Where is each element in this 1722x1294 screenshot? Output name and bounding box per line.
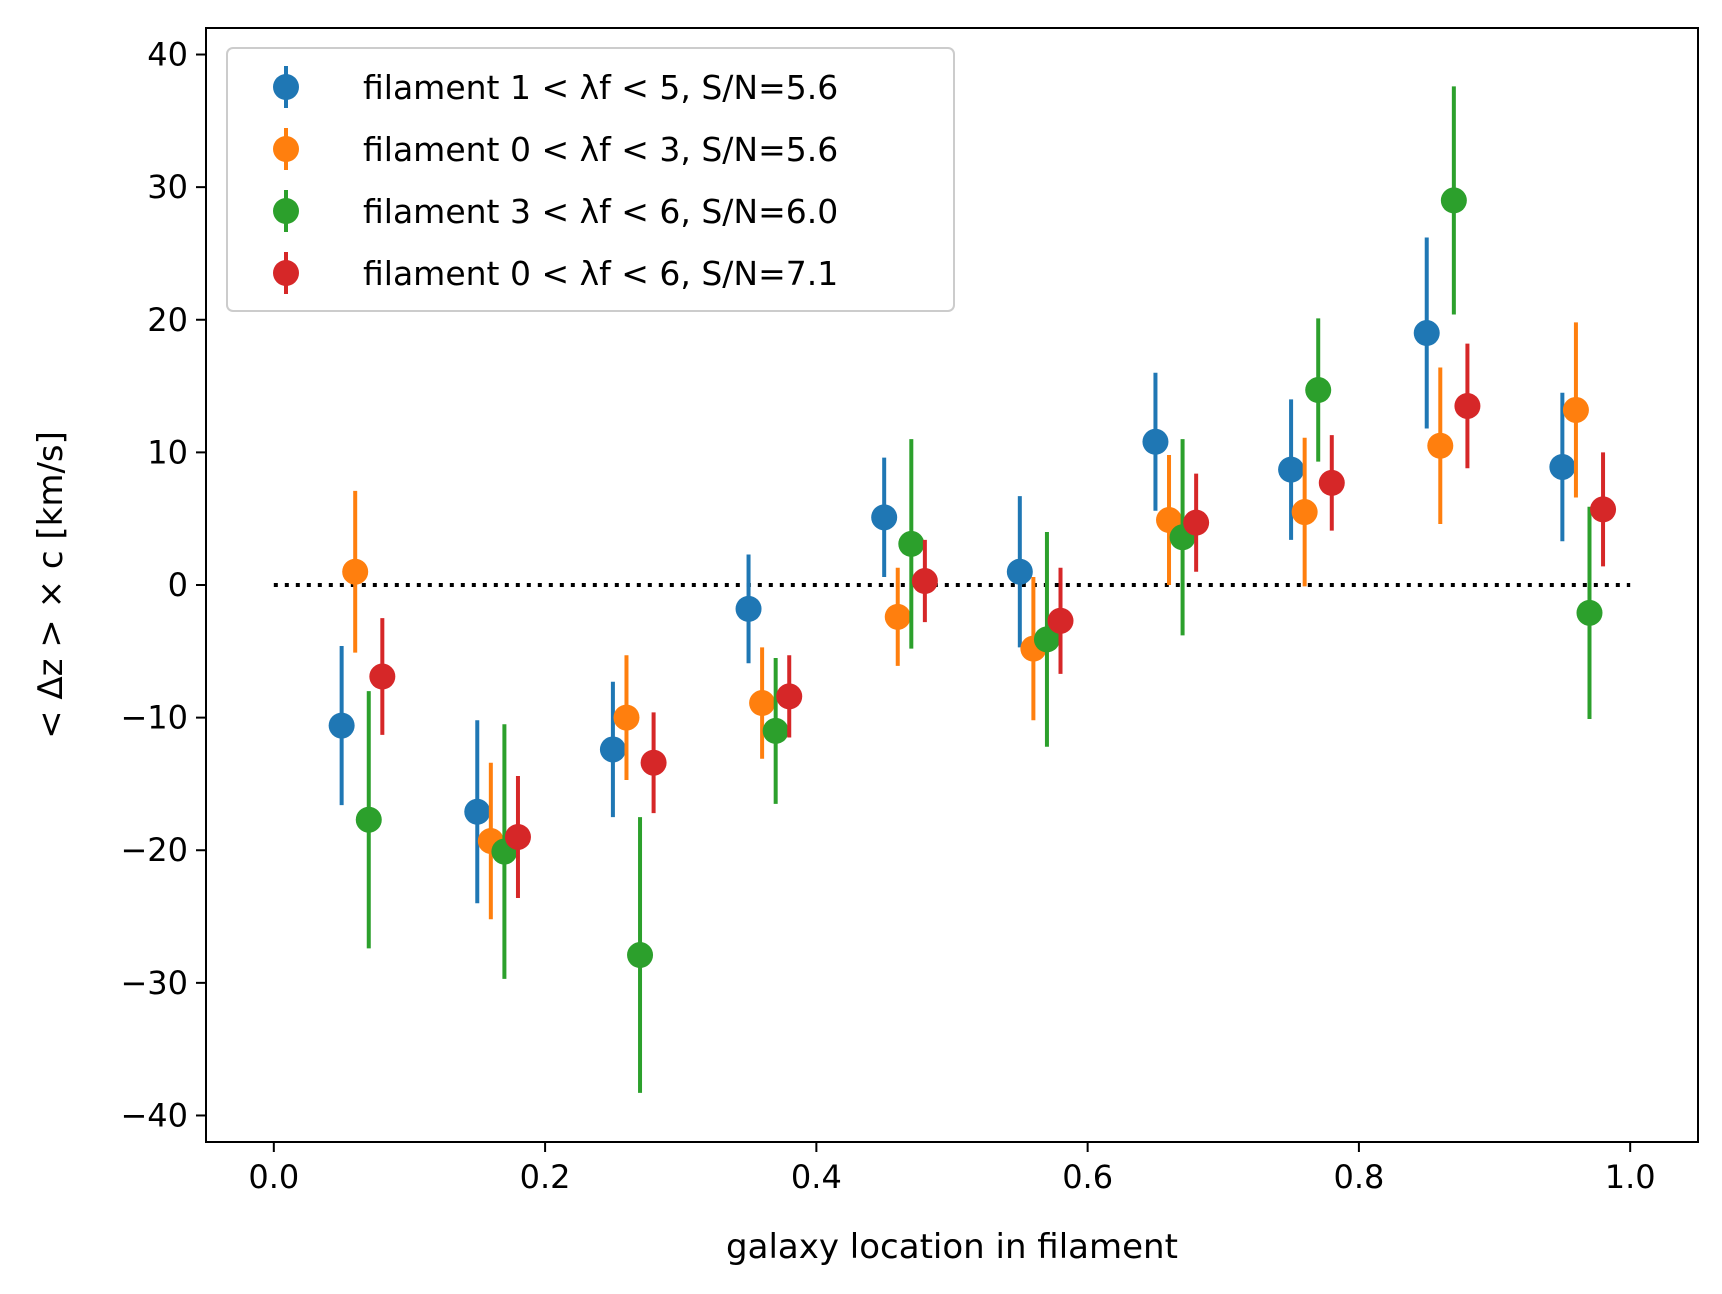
data-point — [735, 595, 762, 622]
y-tick-label: −40 — [120, 1096, 188, 1134]
data-point — [640, 749, 667, 776]
x-tick-label: 0.2 — [520, 1158, 571, 1196]
series-1 — [328, 237, 1576, 904]
x-tick-label: 0.6 — [1062, 1158, 1113, 1196]
y-tick-label: 40 — [147, 36, 188, 74]
data-point — [1576, 599, 1603, 626]
data-point — [328, 712, 355, 739]
data-point — [627, 942, 654, 969]
series-3 — [355, 86, 1603, 1093]
data-point — [1006, 558, 1033, 585]
y-tick-label: 20 — [147, 301, 188, 339]
legend-items: filament 1 < λf < 5, S/N=5.6 filament 0 <… — [273, 66, 838, 294]
data-point — [1562, 396, 1589, 423]
x-tick-label: 0.4 — [791, 1158, 842, 1196]
data-point — [776, 683, 803, 710]
legend-frame — [226, 47, 955, 312]
legend-label: filament 1 < λf < 5, S/N=5.6 — [363, 68, 838, 107]
data-point — [1440, 187, 1467, 214]
legend-label: filament 3 < λf < 6, S/N=6.0 — [363, 192, 838, 231]
data-point — [898, 530, 925, 557]
legend-marker — [273, 198, 299, 224]
data-layer — [328, 86, 1617, 1093]
data-point — [342, 558, 369, 585]
y-tick-label: 0 — [168, 566, 188, 604]
data-point — [369, 663, 396, 690]
data-point — [1454, 392, 1481, 419]
data-point — [464, 798, 491, 825]
data-point — [749, 690, 776, 717]
data-point — [1413, 320, 1440, 347]
legend-marker — [273, 260, 299, 286]
data-point — [1590, 496, 1617, 523]
legend-entry: filament 0 < λf < 6, S/N=7.1 — [273, 252, 838, 294]
data-point — [355, 806, 382, 833]
x-tick-label: 0.8 — [1333, 1158, 1384, 1196]
y-tick-label: −10 — [120, 699, 188, 737]
data-point — [599, 736, 626, 763]
x-axis-label: galaxy location in filament — [726, 1227, 1178, 1267]
data-point — [1278, 456, 1305, 483]
legend-entry: filament 3 < λf < 6, S/N=6.0 — [273, 190, 838, 232]
data-point — [1318, 469, 1345, 496]
data-point — [1142, 428, 1169, 455]
y-axis-ticks: −40 −30 −20 −10 0 10 20 30 40 — [120, 36, 206, 1134]
y-axis-label: < Δz > × c [km/s] — [31, 431, 71, 739]
x-tick-label: 1.0 — [1605, 1158, 1656, 1196]
y-tick-label: −20 — [120, 831, 188, 869]
y-tick-label: 10 — [147, 433, 188, 471]
data-point — [762, 717, 789, 744]
data-point — [884, 603, 911, 630]
legend-marker — [273, 136, 299, 162]
y-tick-label: 30 — [147, 168, 188, 206]
data-point — [1291, 499, 1318, 526]
data-point — [504, 823, 531, 850]
data-point — [1047, 607, 1074, 634]
legend-entry: filament 0 < λf < 3, S/N=5.6 — [273, 128, 838, 170]
legend-entry: filament 1 < λf < 5, S/N=5.6 — [273, 66, 838, 108]
legend-label: filament 0 < λf < 3, S/N=5.6 — [363, 130, 838, 169]
y-tick-label: −30 — [120, 964, 188, 1002]
data-point — [1183, 509, 1210, 536]
data-point — [871, 504, 898, 531]
legend-marker — [273, 74, 299, 100]
x-axis-ticks: 0.0 0.2 0.4 0.6 0.8 1.0 — [248, 1142, 1656, 1196]
data-point — [1305, 377, 1332, 404]
x-tick-label: 0.0 — [248, 1158, 299, 1196]
data-point — [1549, 453, 1576, 480]
data-point — [1427, 432, 1454, 459]
legend-label: filament 0 < λf < 6, S/N=7.1 — [363, 254, 838, 293]
data-point — [1033, 626, 1060, 653]
legend: filament 1 < λf < 5, S/N=5.6 filament 0 <… — [226, 47, 955, 312]
data-point — [613, 704, 640, 731]
series-4 — [369, 343, 1617, 898]
data-point — [911, 568, 938, 595]
